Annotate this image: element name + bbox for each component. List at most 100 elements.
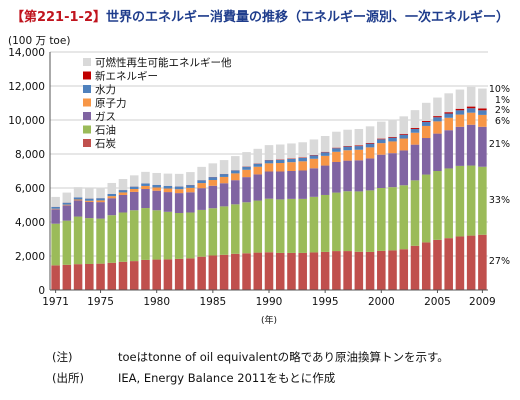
bar-segment (275, 163, 285, 172)
bar-segment (118, 212, 128, 262)
bar-segment (444, 117, 453, 131)
bar-segment (421, 138, 431, 175)
bar-segment (152, 187, 161, 191)
bar-segment (163, 185, 173, 189)
bar-segment (208, 163, 218, 177)
bar-segment (287, 162, 296, 171)
bar-segment (118, 194, 128, 213)
bar-segment (478, 126, 487, 167)
bar-segment (421, 174, 431, 243)
bar-segment (421, 125, 431, 139)
bar-segment (309, 158, 319, 169)
bar-segment (466, 112, 476, 125)
bar-segment (141, 189, 150, 209)
bar-segment (377, 138, 386, 140)
legend-swatch (83, 85, 91, 93)
share-label: 10% (489, 84, 510, 95)
bar-segment (444, 113, 453, 118)
bar-segment (455, 114, 465, 127)
bar-segment (343, 150, 352, 161)
bar-segment (208, 255, 218, 290)
bar-segment (96, 187, 105, 199)
bar-segment (410, 132, 420, 145)
bar-segment (118, 192, 128, 195)
bar-segment (332, 148, 341, 152)
bar-segment (62, 202, 72, 205)
bar-segment (399, 150, 409, 186)
bar-segment (410, 180, 420, 246)
bar-segment (332, 161, 341, 193)
bar-segment (388, 153, 397, 188)
bar-segment (253, 166, 263, 175)
bar-segment (62, 220, 72, 265)
bar-segment (73, 187, 83, 198)
bar-segment (208, 180, 218, 186)
bar-segment (332, 131, 341, 148)
y-tick-label: 4,000 (15, 217, 45, 229)
x-tick-label: 1990 (256, 296, 283, 308)
chart-title-text: 世界のエネルギー消費量の推移（エネルギー源別、一次エネルギー） (106, 10, 510, 25)
bar-segment (163, 211, 173, 260)
bar-segment (62, 205, 72, 221)
x-tick-label: 1995 (312, 296, 339, 308)
bar-segment (320, 251, 330, 290)
bar-segment (129, 189, 139, 192)
source-row: (出所) IEA, Energy Balance 2011をもとに作成 (52, 370, 335, 386)
bar-segment (85, 263, 94, 290)
legend-label: ガス (95, 111, 116, 123)
bar-segment (388, 141, 397, 154)
bar-segment (231, 180, 240, 205)
bar-segment (163, 188, 173, 193)
bar-segment (410, 144, 420, 181)
bar-segment (320, 155, 330, 166)
bar-segment (51, 206, 60, 209)
bar-segment (365, 147, 375, 159)
bar-segment (309, 168, 319, 197)
legend-label: 新エネルギー (95, 70, 158, 83)
bar-segment (107, 196, 117, 199)
bar-segment (399, 134, 409, 139)
bar-segment (62, 192, 72, 203)
bar-segment (388, 250, 397, 290)
bar-segment (275, 252, 285, 290)
bar-segment (377, 143, 386, 155)
x-tick-label: 2000 (368, 296, 395, 308)
bar-segment (73, 197, 83, 200)
bar-segment (377, 121, 386, 139)
bar-segment (85, 218, 94, 264)
bar-segment (399, 185, 409, 250)
bar-segment (174, 193, 184, 213)
y-axis-title: (100 万 toe) (8, 35, 70, 47)
chart-title: 【第221-1-2】世界のエネルギー消費量の推移（エネルギー源別、一次エネルギー… (0, 6, 520, 25)
bar-segment (253, 174, 263, 201)
share-label: 1% (495, 95, 510, 106)
note-row: (注) toeはtonne of oil equivalentの略であり原油換算ト… (52, 349, 449, 365)
bar-segment (377, 250, 386, 290)
bar-segment (51, 265, 60, 290)
bar-segment (298, 142, 307, 158)
x-tick-label: 1980 (143, 296, 170, 308)
bar-segment (197, 166, 206, 181)
bar-segment (320, 165, 330, 195)
bar-segment (163, 173, 173, 186)
bar-segment (275, 144, 285, 160)
bar-segment (478, 114, 487, 127)
bar-segment (298, 157, 307, 162)
bar-segment (287, 171, 296, 199)
bar-segment (320, 135, 330, 152)
legend-label: 石炭 (95, 138, 116, 150)
bar-segment (309, 139, 319, 155)
bar-segment (466, 235, 476, 290)
bar-segment (343, 191, 352, 252)
bar-segment (129, 261, 139, 290)
bar-segment (433, 117, 442, 122)
bar-segment (186, 258, 195, 290)
bar-segment (466, 124, 476, 166)
bar-segment (231, 204, 240, 254)
bar-segment (343, 160, 352, 192)
bar-segment (332, 251, 341, 290)
bar-segment (208, 185, 218, 209)
bar-segment (208, 177, 218, 181)
bar-segment (433, 133, 442, 171)
legend-swatch (83, 125, 91, 134)
